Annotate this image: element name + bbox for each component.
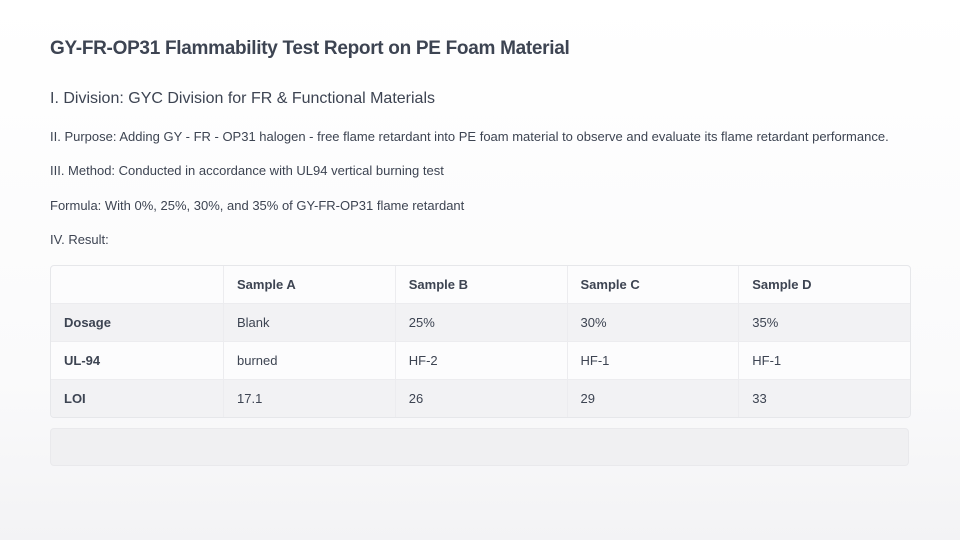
table-cell: burned bbox=[223, 342, 395, 379]
table-cell: HF-1 bbox=[566, 342, 739, 379]
table-row: UL-94 burned HF-2 HF-1 HF-1 bbox=[51, 341, 910, 379]
division: I. Division: GYC Division for FR & Funct… bbox=[50, 90, 435, 107]
table-cell: 25% bbox=[394, 304, 567, 341]
column-header: Sample B bbox=[394, 266, 567, 303]
result-label: IV. Result: bbox=[50, 232, 109, 247]
table-cell: HF-1 bbox=[738, 342, 910, 379]
column-header: Sample A bbox=[223, 266, 395, 303]
header-row: Sample A Sample B Sample C Sample D bbox=[51, 266, 910, 303]
empty-panel bbox=[50, 428, 909, 466]
row-label: LOI bbox=[64, 391, 86, 406]
table-cell: 26 bbox=[394, 380, 567, 417]
table-cell: Blank bbox=[223, 304, 395, 341]
table-cell: 30% bbox=[566, 304, 739, 341]
purpose: II. Purpose: Adding GY - FR - OP31 halog… bbox=[50, 129, 889, 144]
row-label: UL-94 bbox=[64, 353, 101, 368]
column-header: Sample D bbox=[738, 266, 910, 303]
table-row: LOI 17.1 26 29 33 bbox=[51, 379, 910, 417]
table-cell: 35% bbox=[738, 304, 910, 341]
report-title: GY-FR-OP31 Flammability Test Report on P… bbox=[50, 38, 570, 59]
table-cell: 17.1 bbox=[223, 380, 395, 417]
corner-cell bbox=[51, 266, 223, 303]
formula: Formula: With 0%, 25%, 30%, and 35% of G… bbox=[50, 198, 465, 213]
table-cell: 33 bbox=[738, 380, 910, 417]
method: III. Method: Conducted in accordance wit… bbox=[50, 163, 444, 178]
column-header: Sample C bbox=[566, 266, 739, 303]
table-cell: 29 bbox=[566, 380, 739, 417]
row-label: Dosage bbox=[64, 315, 111, 330]
table-row: Dosage Blank 25% 30% 35% bbox=[51, 303, 910, 341]
result-table: Sample A Sample B Sample C Sample D Dosage Bl… bbox=[50, 265, 911, 418]
table-cell: HF-2 bbox=[394, 342, 567, 379]
